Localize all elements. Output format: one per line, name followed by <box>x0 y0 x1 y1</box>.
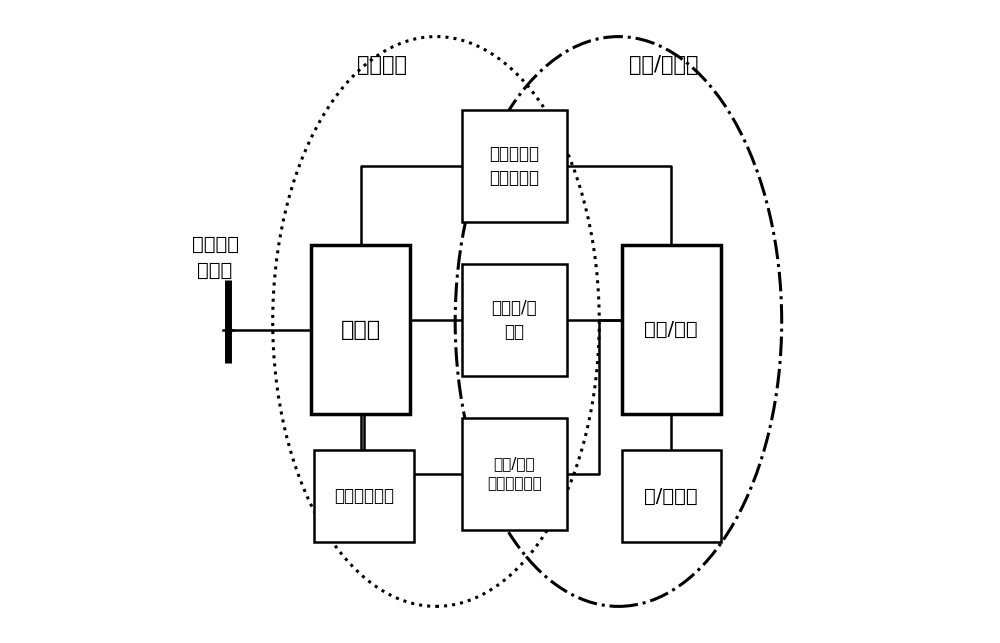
Text: 供冷/热网: 供冷/热网 <box>644 320 698 339</box>
Text: 冷/热负荷: 冷/热负荷 <box>644 487 698 505</box>
FancyBboxPatch shape <box>622 245 721 414</box>
FancyBboxPatch shape <box>462 417 567 530</box>
Text: 外部电网
接入点: 外部电网 接入点 <box>192 235 239 280</box>
Text: 电制冷/热
设备: 电制冷/热 设备 <box>492 299 537 341</box>
Text: 冷热电联供
分布式电源: 冷热电联供 分布式电源 <box>489 145 539 187</box>
FancyBboxPatch shape <box>462 110 567 222</box>
FancyBboxPatch shape <box>462 264 567 376</box>
Text: 其它用电负荷: 其它用电负荷 <box>334 487 394 505</box>
FancyBboxPatch shape <box>622 449 721 543</box>
Text: 供冷/热网
辅助电气设备: 供冷/热网 辅助电气设备 <box>487 456 542 491</box>
Text: 供电系统: 供电系统 <box>357 55 407 75</box>
FancyBboxPatch shape <box>311 245 410 414</box>
FancyBboxPatch shape <box>314 449 414 543</box>
Text: 供电网: 供电网 <box>341 320 381 340</box>
Text: 供冷/热系统: 供冷/热系统 <box>629 55 698 75</box>
